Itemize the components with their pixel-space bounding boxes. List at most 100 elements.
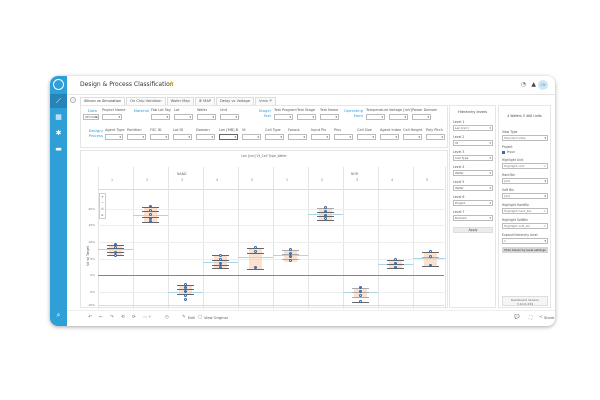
edit-button[interactable]: Edit bbox=[188, 316, 195, 320]
tab-delay-vs-voltage[interactable]: Delay vs Voltage bbox=[215, 97, 255, 105]
facet-label-nand: NAND bbox=[177, 172, 187, 176]
revert-icon[interactable]: ⟲ bbox=[121, 315, 125, 320]
collapse-panel-icon[interactable]: ‹ bbox=[70, 97, 76, 103]
level-6-select[interactable]: Project bbox=[453, 200, 493, 206]
notification-bell-icon[interactable]: ▲ bbox=[531, 81, 536, 88]
test-name-select[interactable] bbox=[320, 114, 339, 120]
refresh-icon[interactable]: ⟳ bbox=[132, 315, 136, 320]
data-set-select[interactable]: SPI Data bbox=[83, 114, 99, 120]
voltage-select[interactable] bbox=[389, 114, 408, 120]
play-icon[interactable]: ▸ bbox=[101, 213, 104, 217]
filter-label: Test Stage bbox=[297, 108, 316, 112]
len-select[interactable] bbox=[219, 134, 238, 140]
domain-select[interactable] bbox=[196, 134, 215, 140]
tab-ie-map[interactable]: IE MAP bbox=[194, 97, 215, 105]
filter-label: Project Name bbox=[102, 108, 126, 112]
favorite-star-icon[interactable]: ★ bbox=[169, 80, 175, 87]
lot-id-select[interactable] bbox=[173, 134, 192, 140]
hierarchy-title: Hierarchy levels bbox=[458, 110, 487, 114]
pins-select[interactable] bbox=[334, 134, 353, 140]
soft-bin-label: Soft Bin bbox=[502, 188, 515, 192]
hide-hierarchy-settings-button[interactable]: Hide hierarchy level settings bbox=[502, 247, 548, 253]
lot-select[interactable] bbox=[174, 114, 193, 120]
group-stage-test: Stage/ Test bbox=[258, 108, 271, 118]
view-original-icon[interactable]: ▢ bbox=[198, 315, 203, 320]
edit-icon[interactable]: ✎ bbox=[182, 315, 186, 320]
zoom-out-icon[interactable]: − bbox=[101, 201, 104, 205]
apply-button[interactable]: Apply bbox=[453, 227, 493, 233]
vt-select[interactable] bbox=[242, 134, 261, 140]
undo-icon[interactable]: ↶ bbox=[88, 315, 92, 320]
tab-silicon-vs-simulation[interactable]: Silicon vs Simulation bbox=[80, 97, 126, 105]
test-program-select[interactable] bbox=[274, 114, 293, 120]
briefcase-icon[interactable]: ▬ bbox=[55, 145, 62, 153]
filter-label: Test Name bbox=[320, 108, 339, 112]
filter-label: Fab Lot Tag bbox=[151, 108, 171, 112]
partition-select[interactable] bbox=[127, 134, 146, 140]
view-type-select[interactable]: Standard View bbox=[502, 135, 548, 141]
chart-title: Len [nm] Vt_Cell Type_Wafer bbox=[241, 154, 287, 158]
temperature-select[interactable] bbox=[366, 114, 385, 120]
filter-label: Fanout bbox=[288, 128, 300, 132]
redo-icon[interactable]: ↷ bbox=[110, 315, 114, 320]
filter-label: Cell Type bbox=[265, 128, 281, 132]
cell-type-select[interactable] bbox=[265, 134, 284, 140]
level-4-select[interactable]: Wafer bbox=[453, 170, 493, 176]
wafer-select[interactable] bbox=[197, 114, 216, 120]
hard-bin-select[interactable]: [All] bbox=[502, 178, 548, 184]
cell-height-select[interactable] bbox=[403, 134, 422, 140]
logo-icon[interactable] bbox=[53, 79, 64, 90]
back-icon[interactable]: ← bbox=[99, 315, 103, 320]
help-icon[interactable]: ◔ bbox=[520, 81, 526, 88]
level-label: Level 3 bbox=[453, 150, 465, 154]
settings-icon[interactable]: ✱ bbox=[55, 129, 62, 137]
dashboard-icon[interactable]: ▦ bbox=[55, 113, 62, 121]
share-button[interactable]: Share bbox=[544, 316, 555, 320]
soft-bin-select[interactable]: [All] bbox=[502, 193, 548, 199]
tab-wafer-map[interactable]: Wafer Map bbox=[166, 97, 194, 105]
level-1-select[interactable]: Len [nm] bbox=[453, 125, 493, 131]
agent-type-select[interactable] bbox=[105, 134, 123, 140]
unit-select[interactable] bbox=[220, 114, 239, 120]
level-2-select[interactable]: Vt bbox=[453, 140, 493, 146]
fsc-id-select[interactable] bbox=[150, 134, 169, 140]
level-3-select[interactable]: Cell Type bbox=[453, 155, 493, 161]
level-5-select[interactable]: Wafer bbox=[453, 185, 493, 191]
expand-level-select[interactable]: 1 bbox=[502, 238, 548, 244]
tab-on-chip-variation[interactable]: On Chip Variation bbox=[126, 97, 166, 105]
tab-vmin[interactable]: Vmin P bbox=[255, 97, 276, 105]
column-header: 2 bbox=[145, 178, 149, 182]
group-material: Material bbox=[133, 108, 149, 113]
highlight-hardbin-input[interactable]: Highlight hard_bin bbox=[502, 208, 548, 214]
filter-label: Agent Index bbox=[380, 128, 402, 132]
hard-bin-label: Hard Bin bbox=[502, 173, 516, 177]
level-7-select[interactable]: Domain bbox=[453, 215, 493, 221]
search-icon[interactable]: ⌕ bbox=[56, 310, 61, 319]
pause-icon[interactable]: ▭ ▾ bbox=[143, 315, 151, 320]
input-pin-select[interactable] bbox=[311, 134, 330, 140]
fab-lot-tag-select[interactable] bbox=[151, 114, 170, 120]
share-icon[interactable]: < bbox=[539, 315, 543, 320]
zoom-in-icon[interactable]: + bbox=[101, 195, 104, 199]
fullscreen-icon[interactable]: ⛶ bbox=[529, 316, 533, 321]
reset-icon[interactable]: ⊙ bbox=[101, 207, 104, 211]
cell-size-select[interactable] bbox=[357, 134, 376, 140]
group-operating-point: Operating Point bbox=[344, 108, 363, 118]
highlight-unit-input[interactable]: Highlight unit bbox=[502, 163, 548, 169]
comment-icon[interactable]: 💬 bbox=[514, 315, 520, 320]
highlight-softbin-label: Highlight SoftBin bbox=[502, 218, 528, 222]
avatar[interactable]: CN bbox=[538, 80, 548, 90]
version-value: 3.10.0.239 bbox=[516, 302, 534, 306]
power-domain-select[interactable] bbox=[412, 114, 431, 120]
agent-index-select[interactable] bbox=[380, 134, 399, 140]
chart-icon[interactable]: ⟋ bbox=[50, 94, 67, 108]
project-name-select[interactable] bbox=[102, 114, 122, 120]
view-original-button[interactable]: View Original bbox=[204, 316, 228, 320]
filter-label: Cell Size bbox=[357, 128, 372, 132]
project-checkbox[interactable] bbox=[502, 151, 505, 154]
fanout-select[interactable] bbox=[288, 134, 307, 140]
test-stage-select[interactable] bbox=[297, 114, 316, 120]
clock-icon[interactable]: ◷ bbox=[165, 315, 169, 320]
poly-pitch-select[interactable] bbox=[426, 134, 445, 140]
highlight-softbin-input[interactable]: Highlight soft_bin bbox=[502, 223, 548, 229]
